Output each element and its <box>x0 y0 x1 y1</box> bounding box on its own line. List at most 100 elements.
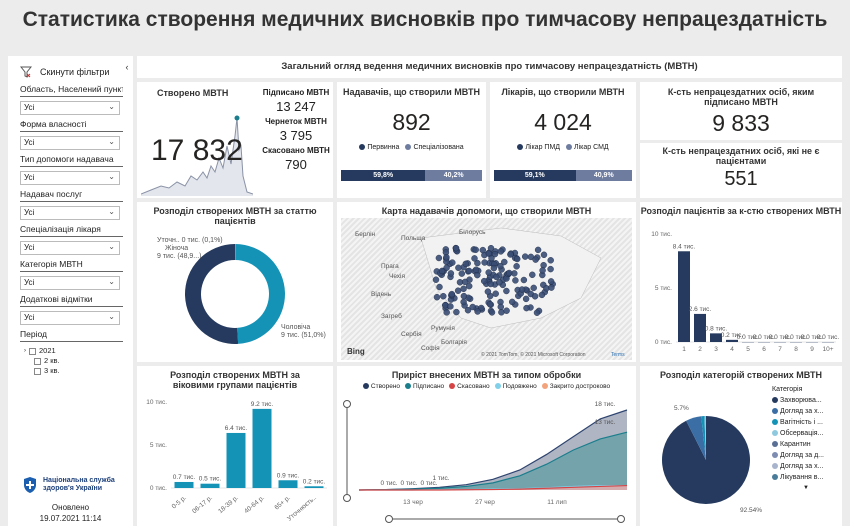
created-value: 17 832 <box>151 134 243 167</box>
age-title: Розподіл створених МВТН за віковими груп… <box>170 370 300 390</box>
legend-pmd: Лікар ПМД <box>517 144 560 151</box>
provider-marker <box>487 280 494 288</box>
map-place-label: Польща <box>401 235 426 242</box>
collapse-sidebar-button[interactable]: ‹ <box>125 62 129 72</box>
period-tree: › 2021 2 кв. 3 кв. <box>8 346 133 376</box>
slicer-dropdown[interactable]: Усі ⌄ <box>20 206 120 220</box>
category-slice-3 <box>704 416 706 460</box>
growth-legend-item[interactable]: Закрито достроково <box>541 383 610 390</box>
x-tick: 2 <box>698 346 702 353</box>
provider-map[interactable]: Білорусь Берлін Польща Прага Чехія Відень Загр… <box>341 218 632 360</box>
category-legend: Категорія Захворюва... Догляд за х... Вагі… <box>772 384 840 494</box>
expand-icon[interactable]: › <box>24 348 26 354</box>
x-tick: 10+ <box>822 346 833 353</box>
slider-handle-bottom[interactable] <box>343 494 351 502</box>
map-place-label: Болгарія <box>441 338 467 346</box>
provider-marker <box>461 278 469 286</box>
provider-marker <box>455 264 462 272</box>
slicer-dropdown[interactable]: Усі ⌄ <box>20 101 120 115</box>
category-card: Розподіл категорій створених МВТН 92.54%… <box>640 366 842 526</box>
category-legend-item[interactable]: Обсервація... <box>772 428 840 439</box>
bar-label: 9.2 тис. <box>251 401 274 408</box>
category-legend-item[interactable]: Захворюва... <box>772 395 840 406</box>
bar-label: 0.9 тис. <box>277 472 300 479</box>
legend-special: Спеціалізована <box>405 144 464 151</box>
bar <box>304 486 324 488</box>
year-checkbox[interactable] <box>29 347 36 355</box>
shield-cross-icon <box>24 477 36 493</box>
slicer-value: Усі <box>24 173 35 182</box>
growth-legend-item[interactable]: Подовжено <box>494 383 537 390</box>
growth-annotation: 1 тис. <box>432 475 449 482</box>
provider-marker <box>522 295 530 303</box>
gender-donut-chart <box>184 244 286 344</box>
provider-marker <box>503 287 510 295</box>
growth-legend-item[interactable]: Скасовано <box>449 383 490 390</box>
time-slider-right[interactable] <box>617 515 625 523</box>
category-legend-item[interactable]: Вагітність і ... <box>772 417 840 428</box>
category-legend-label: Догляд за х... <box>780 408 824 415</box>
provider-marker <box>512 277 519 284</box>
nszu-logo: Національна служба здоров'я України <box>22 476 115 494</box>
category-legend-item[interactable]: Карантин <box>772 439 840 450</box>
growth-legend-item[interactable]: Підписано <box>405 383 444 390</box>
slicer-dropdown[interactable]: Усі ⌄ <box>20 241 120 255</box>
slicer-dropdown[interactable]: Усі ⌄ <box>20 136 120 150</box>
bar-label: 0.2 тис. <box>721 332 744 339</box>
legend-primary: Первинна <box>359 144 399 151</box>
y-tick: 5 тис. <box>150 442 167 449</box>
provider-marker <box>488 254 495 262</box>
providers-legend: Первинна Спеціалізована <box>337 144 486 151</box>
provider-marker <box>548 284 555 291</box>
category-legend-item[interactable]: Догляд за х... <box>772 406 840 417</box>
bar-label: 0.0 тис. <box>801 334 824 341</box>
q2-checkbox[interactable] <box>34 357 41 365</box>
chevron-down-icon: ⌄ <box>108 207 115 216</box>
time-slider-left[interactable] <box>385 515 393 523</box>
provider-marker <box>530 284 537 292</box>
map-terms-link[interactable]: Terms <box>611 352 625 358</box>
slicer-dropdown[interactable]: Усі ⌄ <box>20 276 120 290</box>
provider-marker <box>540 251 548 259</box>
provider-marker <box>469 303 476 311</box>
slicer-value: Усі <box>24 138 35 147</box>
period-q3-item[interactable]: 3 кв. <box>24 366 133 376</box>
category-legend-item[interactable]: Догляд за д... <box>772 450 840 461</box>
q3-checkbox[interactable] <box>34 367 41 375</box>
bar <box>200 483 220 488</box>
category-legend-item[interactable]: Лікування в... <box>772 472 840 483</box>
provider-marker <box>435 254 443 262</box>
slider-handle-top[interactable] <box>343 400 351 408</box>
provider-marker <box>501 258 508 266</box>
growth-legend-item[interactable]: Створено <box>362 383 400 390</box>
q3-label: 3 кв. <box>44 366 60 375</box>
gender-slice-1 <box>235 244 286 344</box>
growth-legend-label: Скасовано <box>457 383 490 390</box>
x-tick: 06-17 р. <box>191 494 214 515</box>
slicer-dropdown[interactable]: Усі ⌄ <box>20 171 120 185</box>
x-tick: 6 <box>762 346 766 353</box>
slicer-label: Надавач послуг <box>20 189 123 202</box>
category-legend-label: Вагітність і ... <box>780 419 823 426</box>
growth-legend-label: Подовжено <box>502 383 537 390</box>
provider-marker <box>453 308 460 316</box>
date-tick: 11 лип <box>547 499 567 506</box>
slicer-dropdown[interactable]: Усі ⌄ <box>20 311 120 325</box>
period-q2-item[interactable]: 2 кв. <box>24 356 133 366</box>
growth-chart: 18 тис.13 тис.1 тис.0 тис. 0 тис. 0 тис.13… <box>343 400 628 523</box>
growth-annotation: 0 тис. <box>420 480 437 487</box>
provider-marker <box>534 246 542 254</box>
doctors-label: Лікарів, що створили МВТН <box>501 87 625 97</box>
period-year-item[interactable]: › 2021 <box>24 346 133 356</box>
bar-label: 0.0 тис. <box>737 334 760 341</box>
reset-filters-button[interactable]: Скинути фільтри <box>8 56 133 80</box>
provider-marker <box>547 278 555 285</box>
legend-scroll-down-icon[interactable]: ▼ <box>803 485 809 491</box>
provider-marker <box>433 293 441 301</box>
provider-marker <box>487 244 495 252</box>
provider-marker <box>520 276 528 284</box>
chevron-down-icon: ⌄ <box>108 102 115 111</box>
gender-label-female: Жіноча <box>165 245 189 252</box>
category-legend-item[interactable]: Догляд за х... <box>772 461 840 472</box>
provider-marker <box>486 300 494 308</box>
